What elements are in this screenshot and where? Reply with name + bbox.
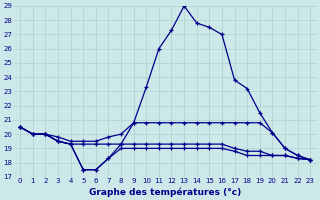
X-axis label: Graphe des températures (°c): Graphe des températures (°c) [89,187,241,197]
